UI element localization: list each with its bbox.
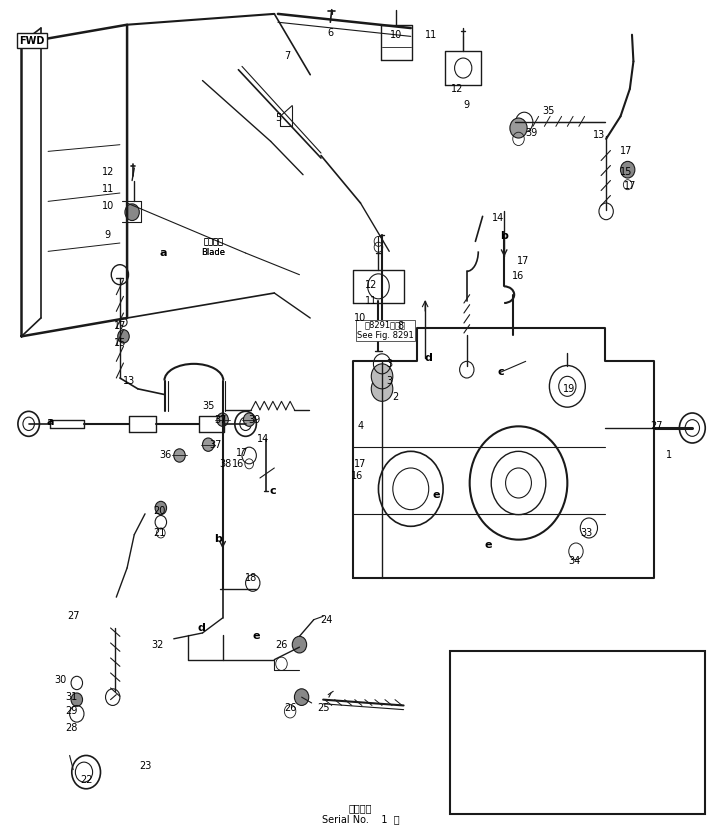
Text: 17: 17: [236, 448, 248, 458]
Text: 19: 19: [562, 384, 575, 394]
Text: 27: 27: [505, 798, 518, 808]
Text: 17: 17: [354, 459, 367, 469]
Text: e: e: [252, 631, 260, 641]
Text: 5: 5: [275, 113, 281, 123]
Text: 35: 35: [202, 400, 214, 410]
Text: 24: 24: [320, 614, 332, 624]
Text: b: b: [500, 232, 508, 242]
Text: a: a: [159, 248, 167, 258]
Circle shape: [292, 636, 306, 653]
Text: 1: 1: [666, 451, 673, 461]
Text: 9: 9: [105, 230, 111, 240]
Text: 9: 9: [464, 99, 470, 110]
Circle shape: [155, 502, 167, 515]
Text: ブレード
Blade: ブレード Blade: [201, 237, 225, 257]
Text: 34: 34: [568, 556, 580, 566]
Text: 10: 10: [389, 30, 402, 40]
Circle shape: [371, 364, 393, 389]
Text: 16: 16: [351, 472, 363, 482]
Text: 18: 18: [245, 573, 257, 583]
Text: 29: 29: [66, 706, 78, 716]
Circle shape: [217, 413, 229, 426]
Text: 8: 8: [397, 321, 403, 331]
Text: 31: 31: [66, 692, 78, 702]
Text: 26: 26: [275, 640, 288, 650]
Circle shape: [118, 329, 129, 343]
Text: e: e: [432, 490, 440, 500]
Text: 14: 14: [492, 213, 505, 223]
Text: 11: 11: [365, 296, 377, 306]
Text: 21: 21: [153, 528, 166, 538]
Text: 2: 2: [392, 392, 398, 402]
Text: 17: 17: [517, 257, 529, 267]
Text: 32: 32: [152, 640, 164, 650]
Text: 23: 23: [139, 762, 151, 772]
Circle shape: [125, 204, 139, 221]
Text: 17: 17: [624, 181, 636, 191]
Text: 7: 7: [284, 50, 291, 60]
Text: 10: 10: [355, 313, 366, 323]
Text: e: e: [485, 540, 492, 549]
Text: 30: 30: [54, 675, 66, 686]
Text: 12: 12: [365, 280, 378, 290]
Text: 39: 39: [526, 128, 538, 138]
Text: FWD: FWD: [19, 36, 45, 45]
Text: 11: 11: [425, 30, 437, 40]
Text: 37: 37: [209, 440, 221, 450]
FancyBboxPatch shape: [451, 651, 705, 813]
Text: 38: 38: [219, 459, 231, 469]
Text: 6: 6: [327, 28, 333, 38]
Circle shape: [294, 689, 309, 706]
Text: 18: 18: [611, 770, 624, 780]
Text: 26: 26: [284, 703, 296, 713]
Text: 13: 13: [123, 375, 136, 385]
Text: 3: 3: [386, 359, 392, 369]
Circle shape: [621, 161, 635, 178]
Text: 35: 35: [542, 106, 555, 116]
Text: 16: 16: [513, 272, 525, 282]
Text: 15: 15: [114, 338, 126, 348]
Circle shape: [244, 413, 255, 426]
Text: 14: 14: [257, 434, 269, 444]
Circle shape: [71, 693, 82, 706]
Text: 15: 15: [620, 167, 632, 177]
Text: 第8291図参照
See Fig. 8291: 第8291図参照 See Fig. 8291: [358, 321, 414, 340]
Text: d: d: [197, 623, 205, 633]
Text: 3: 3: [386, 375, 392, 385]
Text: 36: 36: [159, 451, 172, 461]
Text: 22: 22: [80, 776, 92, 786]
Circle shape: [510, 118, 527, 138]
Text: a: a: [46, 417, 54, 427]
Text: c: c: [497, 367, 504, 377]
Text: 25: 25: [318, 703, 330, 713]
Text: 16: 16: [232, 459, 244, 469]
Text: 適用号機
Serial No.    1  ～: 適用号機 Serial No. 1 ～: [322, 803, 399, 824]
Text: 13: 13: [593, 130, 605, 140]
Text: 10: 10: [102, 201, 114, 211]
Text: 39: 39: [248, 415, 260, 425]
Text: 27: 27: [650, 421, 663, 431]
Text: 4: 4: [358, 421, 363, 431]
Text: 22: 22: [475, 790, 487, 799]
Text: 12: 12: [102, 167, 114, 177]
Text: c: c: [270, 487, 276, 497]
Circle shape: [371, 376, 393, 401]
Text: 12: 12: [451, 84, 464, 94]
Text: 17: 17: [620, 146, 632, 156]
Text: 11: 11: [102, 184, 114, 194]
Text: 28: 28: [66, 723, 78, 733]
Text: 第8291図参照
See Fig. 8291: 第8291図参照 See Fig. 8291: [358, 321, 414, 340]
Text: 37: 37: [214, 415, 226, 425]
Circle shape: [174, 449, 185, 462]
Text: 20: 20: [153, 507, 166, 517]
Text: b: b: [214, 534, 222, 543]
Text: 27: 27: [67, 611, 79, 621]
Text: ブレード
Blade: ブレード Blade: [201, 237, 225, 257]
Text: d: d: [425, 353, 433, 363]
Text: 33: 33: [580, 528, 593, 538]
Text: 17: 17: [114, 321, 126, 331]
Circle shape: [203, 438, 214, 451]
